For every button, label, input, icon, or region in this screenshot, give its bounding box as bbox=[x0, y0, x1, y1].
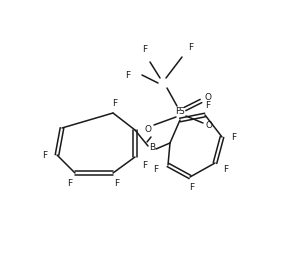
Text: F: F bbox=[43, 151, 47, 161]
Text: F: F bbox=[188, 43, 194, 51]
Text: F: F bbox=[223, 166, 229, 174]
Text: F: F bbox=[114, 178, 119, 188]
Text: F: F bbox=[143, 44, 147, 54]
Text: F: F bbox=[143, 161, 147, 169]
Text: F: F bbox=[175, 106, 181, 116]
Text: F: F bbox=[112, 99, 118, 109]
Text: F: F bbox=[231, 132, 237, 142]
Text: F: F bbox=[126, 70, 130, 80]
Text: F: F bbox=[189, 184, 195, 192]
Text: O: O bbox=[206, 121, 212, 131]
Text: F: F bbox=[154, 166, 159, 174]
Text: F: F bbox=[67, 178, 73, 188]
Text: B: B bbox=[149, 143, 155, 152]
Text: F: F bbox=[206, 102, 211, 110]
Text: O: O bbox=[144, 125, 151, 135]
Text: S: S bbox=[178, 107, 184, 117]
Text: O: O bbox=[205, 92, 212, 102]
